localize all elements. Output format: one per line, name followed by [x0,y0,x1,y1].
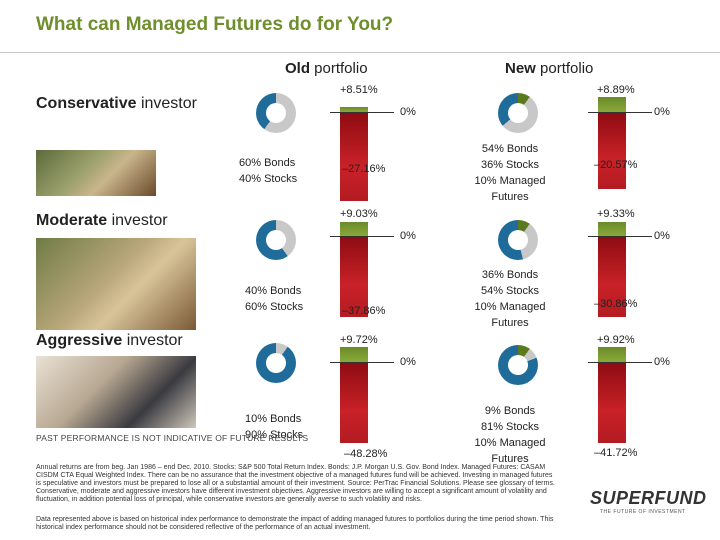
old-worst-bar-moderate [340,237,368,317]
allocation-line: 10% Managed [474,301,546,313]
zero-line [330,362,394,363]
allocation-line: Futures [491,317,529,329]
donut-hole [508,103,528,123]
old-best-return-aggressive: +9.72% [340,334,378,346]
allocation-line: 36% Stocks [480,159,540,171]
superfund-logo: SUPERFUND THE FUTURE OF INVESTMENT [590,488,710,518]
old-worst-bar-aggressive [340,363,368,443]
old-best-bar-moderate [340,222,368,236]
allocation-line: 60% Stocks [245,301,304,313]
old-portfolio-heading: Old portfolio [285,60,368,77]
allocation-line: 10% Bonds [245,413,302,425]
zero-line [330,112,394,113]
old-portfolio-donut-aggressive [256,343,296,383]
footnote-historical: Data represented above is based on histo… [36,516,554,531]
past-performance-disclaimer: PAST PERFORMANCE IS NOT INDICATIVE OF FU… [36,433,309,443]
allocation-line: 54% Bonds [481,143,539,155]
conservative-investor-label: Conservative investor [36,95,197,112]
new-best-bar-aggressive [598,347,626,362]
aggressive-investor-photo [36,356,196,428]
allocation-line: 10% Managed [474,437,546,449]
allocation-line: 81% Stocks [480,421,540,433]
new-allocation-moderate: 36% Bonds 54% Stocks 10% Managed Futures [470,267,550,331]
allocation-line: 10% Managed [474,175,546,187]
zero-line [588,362,652,363]
old-portfolio-donut-moderate [256,220,296,260]
allocation-line: 36% Bonds [481,269,539,281]
new-portfolio-donut-moderate [498,220,538,260]
title-divider [0,52,720,53]
new-worst-bar-conservative [598,113,626,189]
zero-label: 0% [654,106,670,118]
aggressive-investor-label: Aggressive investor [36,332,183,349]
old-worst-bar-conservative [340,113,368,201]
old-worst-return-moderate: –37.86% [342,305,386,317]
zero-line [588,112,652,113]
new-worst-return-moderate: –30.86% [594,298,638,310]
zero-line [330,236,394,237]
old-allocation-moderate: 40% Bonds 60% Stocks [245,283,303,315]
allocation-line: Futures [491,453,529,465]
zero-label: 0% [654,356,670,368]
new-worst-bar-moderate [598,237,626,317]
conservative-investor-photo [36,150,156,196]
old-worst-return-aggressive: –48.28% [344,448,388,460]
old-allocation-conservative: 60% Bonds 40% Stocks [239,155,297,187]
new-best-return-conservative: +8.89% [597,84,635,96]
allocation-line: 54% Stocks [480,285,540,297]
new-best-return-aggressive: +9.92% [597,334,635,346]
new-portfolio-heading: New portfolio [505,60,594,77]
logo-tagline: THE FUTURE OF INVESTMENT [600,509,686,515]
zero-line [588,236,652,237]
allocation-line: 60% Bonds [239,157,296,169]
new-best-return-moderate: +9.33% [597,208,635,220]
allocation-line: 40% Bonds [245,285,302,297]
new-best-bar-moderate [598,222,626,236]
new-worst-bar-aggressive [598,363,626,443]
zero-label: 0% [400,230,416,242]
new-worst-return-aggressive: –41.72% [594,447,638,459]
old-portfolio-donut-conservative [256,93,296,133]
old-best-bar-aggressive [340,347,368,362]
moderate-investor-label: Moderate investor [36,212,168,229]
donut-hole [266,353,286,373]
old-best-bar-conservative [340,107,368,112]
new-allocation-aggressive: 9% Bonds 81% Stocks 10% Managed Futures [470,403,550,467]
donut-hole [508,230,528,250]
zero-label: 0% [400,106,416,118]
new-portfolio-donut-conservative [498,93,538,133]
donut-hole [266,230,286,250]
new-best-bar-conservative [598,97,626,112]
donut-hole [508,355,528,375]
zero-label: 0% [654,230,670,242]
allocation-line: 90% Stocks [245,429,304,441]
donut-hole [266,103,286,123]
old-worst-return-conservative: –27.16% [342,163,386,175]
allocation-line: Futures [491,191,529,203]
zero-label: 0% [400,356,416,368]
page-title: What can Managed Futures do for You? [36,14,394,35]
allocation-line: 9% Bonds [484,405,536,417]
moderate-investor-photo [36,238,196,330]
old-best-return-moderate: +9.03% [340,208,378,220]
logo-wordmark: SUPERFUND [590,488,707,508]
new-allocation-conservative: 54% Bonds 36% Stocks 10% Managed Futures [470,141,550,205]
allocation-line: 40% Stocks [239,173,298,185]
old-best-return-conservative: +8.51% [340,84,378,96]
new-worst-return-conservative: –20.57% [594,159,638,171]
old-allocation-aggressive: 10% Bonds 90% Stocks [245,411,303,443]
footnote-sources: Annual returns are from beg. Jan 1986 – … [36,464,555,503]
new-portfolio-donut-aggressive [498,345,538,385]
